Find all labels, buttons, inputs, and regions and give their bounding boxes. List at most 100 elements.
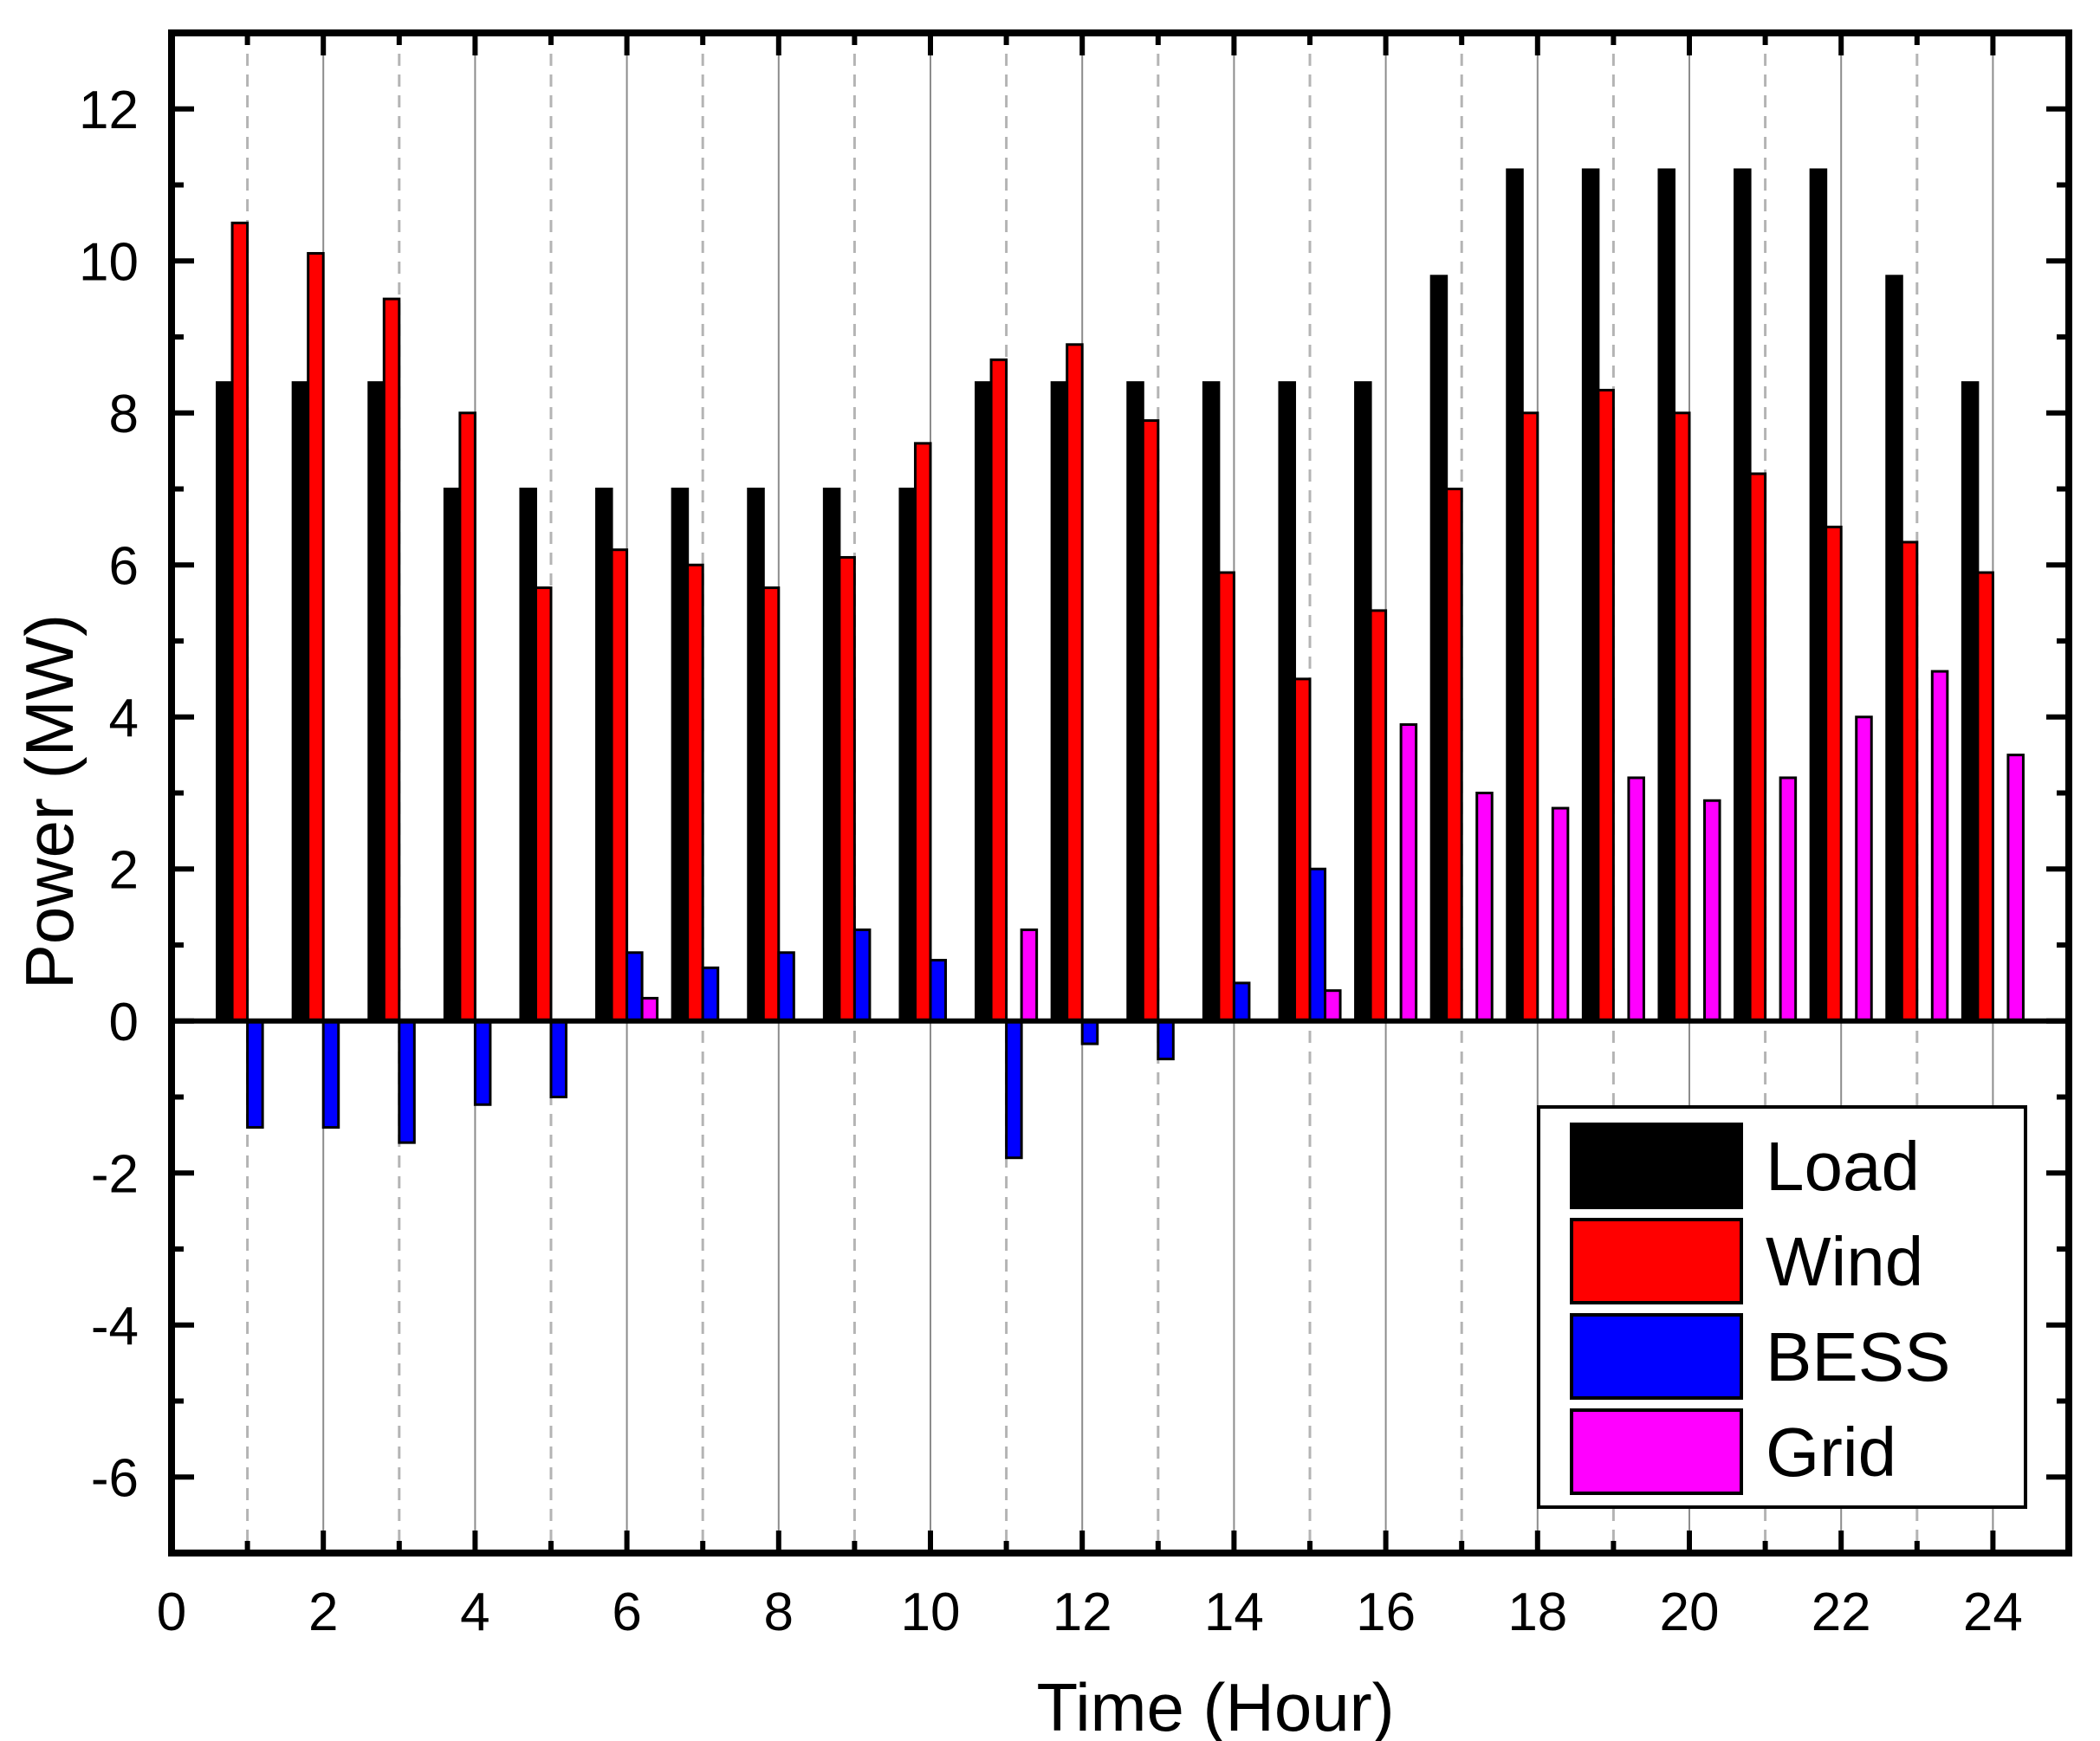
bar-wind-hour-23 (1900, 540, 1919, 1023)
bar-load-hour-7 (671, 488, 690, 1023)
bar-wind-hour-10 (913, 442, 932, 1023)
x-tick-label: 20 (1660, 1582, 1720, 1642)
x-tick-label: 16 (1356, 1582, 1416, 1642)
bar-wind-hour-16 (1369, 609, 1388, 1023)
bar-bess-hour-2 (321, 1019, 340, 1129)
bar-bess-hour-7 (701, 966, 720, 1023)
bar-grid-hour-6 (640, 996, 659, 1023)
bar-load-hour-18 (1506, 168, 1524, 1023)
bar-load-hour-1 (216, 381, 234, 1023)
bar-wind-hour-18 (1520, 411, 1539, 1023)
x-axis-title: Time (Hour) (1036, 1669, 1394, 1741)
x-tick-label: 4 (460, 1582, 489, 1642)
bar-load-hour-22 (1809, 168, 1828, 1023)
bar-load-hour-9 (822, 488, 841, 1023)
legend: Load Wind BESS Grid (1537, 1105, 2027, 1509)
y-tick-label: -2 (91, 1144, 139, 1204)
bar-bess-hour-6 (625, 951, 644, 1023)
bar-grid-hour-22 (1855, 715, 1873, 1023)
bar-grid-hour-18 (1551, 806, 1570, 1023)
bar-bess-hour-14 (1232, 981, 1251, 1023)
bar-wind-hour-6 (610, 548, 629, 1023)
legend-swatch-bess (1570, 1313, 1743, 1400)
y-tick-label: 6 (109, 536, 139, 596)
bar-load-hour-11 (975, 381, 993, 1023)
legend-label-grid: Grid (1766, 1414, 1896, 1491)
bar-load-hour-8 (747, 488, 765, 1023)
y-tick-label: 12 (79, 81, 139, 140)
y-tick-label: 10 (79, 232, 139, 292)
bar-wind-hour-20 (1672, 411, 1691, 1023)
bar-bess-hour-12 (1080, 1019, 1099, 1045)
bar-grid-hour-19 (1627, 776, 1645, 1023)
x-tick-label: 6 (612, 1582, 641, 1642)
bar-wind-hour-3 (382, 297, 401, 1023)
bar-grid-hour-17 (1475, 792, 1494, 1023)
bar-load-hour-16 (1354, 381, 1372, 1023)
bar-grid-hour-23 (1930, 670, 1949, 1023)
y-tick-label: 8 (109, 385, 139, 444)
x-tick-label: 2 (308, 1582, 338, 1642)
bar-bess-hour-3 (398, 1019, 416, 1144)
bar-bess-hour-5 (549, 1019, 568, 1098)
bar-grid-hour-20 (1703, 799, 1721, 1023)
x-tick-label: 12 (1053, 1582, 1112, 1642)
y-tick-label: -4 (91, 1297, 139, 1356)
bar-bess-hour-15 (1308, 867, 1327, 1023)
bar-wind-hour-9 (838, 555, 856, 1023)
y-tick-labels: -6 -4 -2 0 2 4 6 8 10 12 (79, 81, 139, 1509)
bar-load-hour-10 (898, 488, 917, 1023)
bar-load-hour-6 (595, 488, 613, 1023)
legend-swatch-wind (1570, 1218, 1743, 1304)
bar-wind-hour-14 (1217, 571, 1235, 1023)
bar-wind-hour-19 (1597, 388, 1615, 1023)
bar-wind-hour-24 (1976, 571, 1994, 1023)
bar-wind-hour-7 (686, 563, 704, 1023)
bar-load-hour-20 (1657, 168, 1675, 1023)
bar-wind-hour-15 (1293, 677, 1312, 1023)
bar-wind-hour-21 (1748, 472, 1767, 1023)
bar-wind-hour-17 (1445, 488, 1463, 1023)
bar-load-hour-2 (291, 381, 310, 1023)
bar-bess-hour-1 (246, 1019, 264, 1129)
bar-grid-hour-21 (1779, 776, 1798, 1023)
bar-grid-hour-24 (2006, 754, 2025, 1023)
bar-bess-hour-10 (929, 959, 948, 1023)
legend-label-wind: Wind (1766, 1223, 1923, 1300)
bars (216, 168, 2025, 1160)
bar-bess-hour-11 (1005, 1019, 1023, 1160)
bar-load-hour-24 (1961, 381, 1980, 1023)
bar-load-hour-17 (1429, 275, 1449, 1023)
y-tick-label: -6 (91, 1448, 139, 1508)
bar-load-hour-19 (1581, 168, 1600, 1023)
x-tick-label: 0 (157, 1582, 186, 1642)
bar-load-hour-5 (519, 488, 537, 1023)
bar-wind-hour-13 (1141, 419, 1160, 1023)
y-tick-label: 2 (109, 840, 139, 900)
bar-wind-hour-4 (458, 411, 476, 1023)
legend-label-bess: BESS (1766, 1318, 1950, 1395)
axis-ticks (169, 30, 2071, 1556)
bar-wind-hour-2 (307, 251, 325, 1023)
bar-load-hour-15 (1278, 381, 1296, 1023)
x-tick-label: 22 (1812, 1582, 1871, 1642)
legend-label-load: Load (1766, 1128, 1920, 1205)
x-tick-labels: 0 2 4 6 8 10 12 14 16 18 20 22 24 (157, 1582, 2023, 1642)
bar-bess-hour-9 (852, 928, 872, 1023)
bar-grid-hour-16 (1399, 723, 1418, 1023)
bar-wind-hour-1 (230, 221, 250, 1023)
x-tick-label: 24 (1963, 1582, 2023, 1642)
bar-bess-hour-4 (473, 1019, 492, 1106)
x-tick-label: 10 (901, 1582, 961, 1642)
bar-wind-hour-8 (762, 586, 781, 1023)
x-tick-label: 14 (1204, 1582, 1264, 1642)
bar-load-hour-3 (367, 381, 386, 1023)
x-tick-label: 18 (1507, 1582, 1567, 1642)
y-axis-title: Power (MW) (11, 614, 88, 989)
bar-load-hour-13 (1126, 381, 1144, 1023)
bar-wind-hour-11 (989, 358, 1008, 1023)
bar-wind-hour-12 (1066, 343, 1084, 1023)
legend-swatch-load (1570, 1123, 1743, 1209)
y-tick-label: 4 (109, 689, 139, 748)
bar-load-hour-23 (1885, 275, 1903, 1023)
